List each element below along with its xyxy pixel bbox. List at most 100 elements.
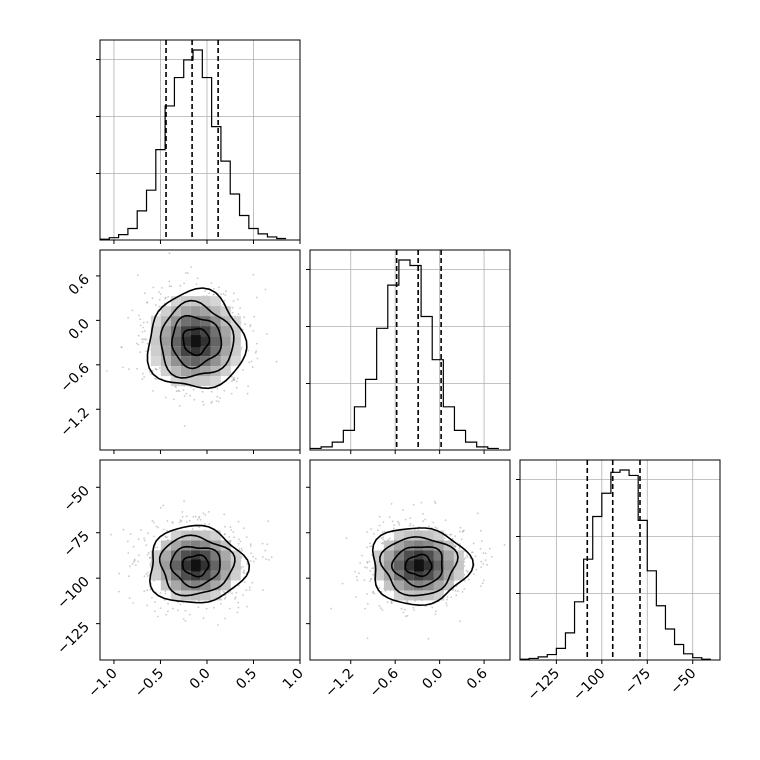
scatter-point	[143, 575, 146, 578]
scatter-point	[146, 321, 149, 324]
scatter-point	[165, 613, 167, 616]
scatter-point	[192, 388, 195, 391]
scatter-point	[449, 533, 451, 536]
scatter-point	[180, 520, 183, 523]
scatter-point	[380, 607, 382, 610]
scatter-point	[503, 544, 506, 546]
scatter-point	[252, 555, 255, 558]
scatter-point	[341, 582, 344, 585]
density-cell	[433, 590, 444, 601]
density-cell	[423, 550, 434, 561]
scatter-point	[398, 522, 400, 524]
scatter-point	[129, 533, 132, 535]
scatter-point	[366, 602, 369, 605]
scatter-point	[135, 342, 138, 345]
scatter-point	[378, 587, 381, 589]
scatter-point	[244, 323, 247, 326]
scatter-point	[179, 603, 182, 606]
density-cell	[170, 326, 181, 337]
scatter-point	[255, 296, 258, 299]
scatter-point	[372, 590, 375, 593]
scatter-point	[455, 594, 458, 597]
scatter-point	[158, 291, 160, 293]
density-cell	[220, 580, 231, 591]
scatter-point	[248, 586, 251, 589]
scatter-point	[147, 532, 150, 535]
scatter-point	[412, 503, 415, 506]
scatter-point	[118, 572, 120, 575]
density-cell	[423, 570, 434, 581]
scatter-point	[481, 582, 484, 585]
scatter-point	[232, 531, 235, 533]
scatter-point	[239, 307, 242, 309]
density-cell	[200, 346, 211, 357]
scatter-point	[247, 385, 250, 388]
density-cell	[160, 550, 171, 561]
scatter-point	[185, 392, 188, 395]
density-cell	[393, 560, 404, 571]
scatter-point	[363, 579, 366, 582]
density-cell	[200, 296, 211, 307]
x-tick-label: −0.6	[367, 665, 402, 700]
density-cell	[443, 550, 454, 561]
scatter-point	[370, 545, 373, 548]
scatter-point	[166, 529, 168, 532]
density-cell	[220, 560, 231, 571]
scatter-point	[134, 564, 137, 566]
scatter-point	[242, 527, 245, 530]
scatter-point	[463, 579, 466, 582]
axes-frame	[519, 459, 721, 661]
scatter-point	[422, 512, 425, 515]
scatter-point	[228, 536, 231, 538]
scatter-point	[252, 273, 255, 276]
scatter-point	[168, 280, 171, 283]
density-cell	[220, 366, 231, 377]
scatter-point	[171, 521, 174, 523]
density-cell	[383, 560, 394, 571]
scatter-point	[435, 610, 437, 613]
scatter-point	[238, 548, 241, 550]
scatter-point	[243, 569, 246, 572]
scatter-point	[392, 527, 395, 530]
scatter-point	[151, 596, 153, 599]
density-cell	[200, 540, 211, 551]
x-tick-label: −125	[525, 666, 564, 705]
scatter-point	[254, 557, 257, 560]
scatter-point	[213, 293, 216, 296]
density-cell	[160, 326, 171, 337]
scatter-point	[127, 575, 130, 578]
scatter-point	[159, 592, 162, 594]
scatter-point	[409, 524, 411, 527]
scatter-point	[372, 573, 375, 576]
density-cell	[200, 306, 211, 317]
scatter-point	[461, 530, 464, 533]
scatter-point	[198, 526, 201, 529]
scatter-point	[183, 500, 186, 503]
density-cell	[403, 530, 414, 541]
scatter-point	[356, 579, 359, 581]
scatter-point	[330, 607, 333, 610]
scatter-point	[142, 372, 144, 375]
scatter-point	[380, 537, 383, 539]
scatter-point	[118, 590, 120, 593]
scatter-point	[461, 591, 464, 593]
density-cell	[413, 580, 424, 591]
density-cell	[210, 590, 221, 601]
scatter-point	[393, 524, 396, 526]
scatter-point	[182, 618, 185, 620]
x-tick-label: −1.0	[85, 666, 120, 701]
scatter-point	[137, 343, 140, 346]
scatter-point	[233, 379, 236, 381]
density-cell	[423, 540, 434, 551]
scatter-point	[238, 538, 240, 541]
density-cell	[180, 316, 191, 327]
scatter-point	[480, 529, 482, 532]
scatter-point	[232, 378, 235, 380]
scatter-point	[132, 545, 135, 548]
density-cell	[170, 530, 181, 541]
scatter-point	[406, 614, 409, 617]
scatter-point	[382, 541, 385, 544]
scatter-point	[192, 515, 195, 518]
x-tick-label: 1.0	[280, 666, 307, 693]
